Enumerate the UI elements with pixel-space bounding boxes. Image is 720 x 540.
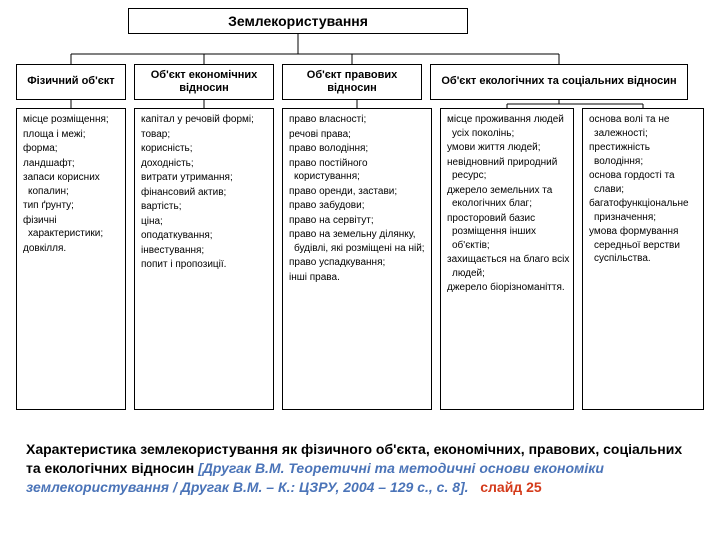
items-column: місце проживання людей усіх поколінь;умо… bbox=[440, 108, 574, 410]
list-item: право успадкування; bbox=[289, 256, 429, 270]
list-item: товар; bbox=[141, 128, 271, 142]
list-item: умови життя людей; bbox=[447, 141, 571, 155]
list-item: право оренди, застави; bbox=[289, 185, 429, 199]
list-item: фінансовий актив; bbox=[141, 186, 271, 200]
list-item: доходність; bbox=[141, 157, 271, 171]
list-item: інші права. bbox=[289, 271, 429, 285]
items-column: капітал у речовій формі;товар;корисність… bbox=[134, 108, 274, 410]
list-item: ландшафт; bbox=[23, 157, 123, 171]
list-item: основа волі та не залежності; bbox=[589, 113, 701, 140]
list-item: корисність; bbox=[141, 142, 271, 156]
list-item: витрати утримання; bbox=[141, 171, 271, 185]
list-item: місце розміщення; bbox=[23, 113, 123, 127]
list-item: ціна; bbox=[141, 215, 271, 229]
list-item: капітал у речовій формі; bbox=[141, 113, 271, 127]
list-item: захищається на благо всіх людей; bbox=[447, 253, 571, 280]
list-item: багатофункціональне призначення; bbox=[589, 197, 701, 224]
items-column: основа волі та не залежності;престижніст… bbox=[582, 108, 704, 410]
list-item: право на земельну ділянку, будівлі, які … bbox=[289, 228, 429, 255]
slide-number: слайд 25 bbox=[480, 479, 541, 495]
list-item: основа гордості та слави; bbox=[589, 169, 701, 196]
list-item: право на сервітут; bbox=[289, 214, 429, 228]
list-item: право власності; bbox=[289, 113, 429, 127]
list-item: інвестування; bbox=[141, 244, 271, 258]
list-item: престижність володіння; bbox=[589, 141, 701, 168]
category-label: Об'єкт правових відносин bbox=[287, 69, 417, 95]
list-item: просторовий базис розміщення інших об'єк… bbox=[447, 212, 571, 253]
list-item: площа і межі; bbox=[23, 128, 123, 142]
list-item: довкілля. bbox=[23, 242, 123, 256]
list-item: вартість; bbox=[141, 200, 271, 214]
caption: Характеристика землекористування як фізи… bbox=[26, 440, 696, 497]
category-box: Об'єкт екологічних та соціальних відноси… bbox=[430, 64, 688, 100]
category-label: Фізичний об'єкт bbox=[27, 75, 114, 88]
list-item: форма; bbox=[23, 142, 123, 156]
category-box: Об'єкт економічних відносин bbox=[134, 64, 274, 100]
list-item: право володіння; bbox=[289, 142, 429, 156]
list-item: джерело земельних та екологічних благ; bbox=[447, 184, 571, 211]
list-item: попит і пропозиції. bbox=[141, 258, 271, 272]
list-item: умова формування середньої верстви суспі… bbox=[589, 225, 701, 266]
category-label: Об'єкт економічних відносин bbox=[139, 69, 269, 95]
category-label: Об'єкт екологічних та соціальних відноси… bbox=[441, 75, 676, 88]
list-item: невідновний природний ресурс; bbox=[447, 156, 571, 183]
list-item: право постійного користування; bbox=[289, 157, 429, 184]
root-title: Землекористування bbox=[228, 13, 368, 29]
list-item: тип ґрунту; bbox=[23, 199, 123, 213]
list-item: місце проживання людей усіх поколінь; bbox=[447, 113, 571, 140]
list-item: запаси корисних копалин; bbox=[23, 171, 123, 198]
list-item: джерело біорізноманіття. bbox=[447, 281, 571, 295]
root-title-box: Землекористування bbox=[128, 8, 468, 34]
items-column: право власності;речові права;право волод… bbox=[282, 108, 432, 410]
list-item: право забудови; bbox=[289, 199, 429, 213]
list-item: фізичні характеристики; bbox=[23, 214, 123, 241]
list-item: речові права; bbox=[289, 128, 429, 142]
list-item: оподаткування; bbox=[141, 229, 271, 243]
category-box: Фізичний об'єкт bbox=[16, 64, 126, 100]
category-box: Об'єкт правових відносин bbox=[282, 64, 422, 100]
items-column: місце розміщення;площа і межі;форма;ланд… bbox=[16, 108, 126, 410]
